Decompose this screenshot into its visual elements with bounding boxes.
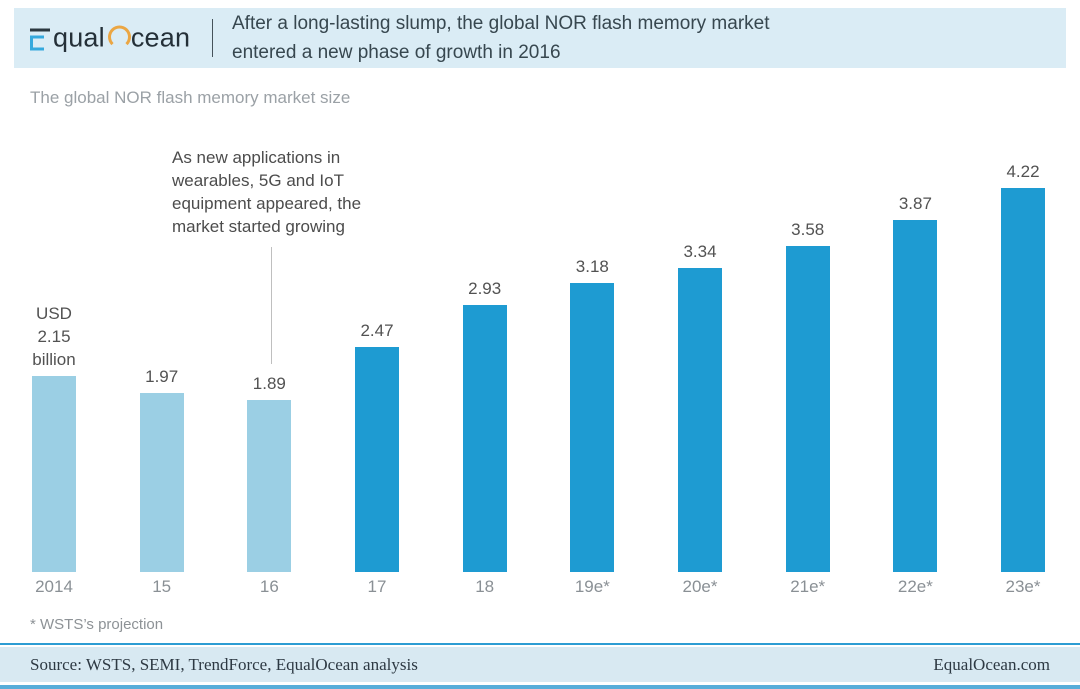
header: qual cean After a long-lasting slump, th… (14, 8, 1066, 68)
separator-line (0, 643, 1080, 645)
footnote: * WSTS’s projection (30, 616, 164, 633)
x-axis-label-17: 17 (367, 577, 387, 596)
equalocean-logo: qual cean (30, 23, 190, 54)
page-title: After a long-lasting slump, the global N… (232, 13, 770, 63)
bottom-strip (0, 685, 1080, 689)
x-axis-label-18: 18 (475, 577, 495, 596)
bar-17 (355, 347, 399, 572)
site-text: EqualOcean.com (933, 654, 1050, 674)
annotation-connector-line (271, 247, 272, 364)
bar-value-label-23e: 4.22 (1006, 162, 1040, 181)
x-axis-label-15: 15 (152, 577, 172, 596)
bar-value-label-19e: 3.18 (575, 257, 609, 276)
bar-value-label-17: 2.47 (360, 321, 394, 340)
x-axis-label-19e: 19e* (574, 577, 610, 596)
bar-value-label-22e: 3.87 (898, 194, 932, 213)
x-axis-label-22e: 22e* (897, 577, 933, 596)
source-text: Source: WSTS, SEMI, TrendForce, EqualOce… (30, 654, 418, 674)
x-axis-label-2014: 2014 (35, 577, 73, 596)
x-axis-label-23e: 23e* (1005, 577, 1041, 596)
logo-o-icon (107, 25, 131, 48)
x-axis-label-20e: 20e* (682, 577, 718, 596)
bar-value-label-2014: USD 2.15 billion (32, 304, 76, 369)
x-axis-label-21e: 21e* (790, 577, 826, 596)
logo-text-ocean: cean (130, 22, 191, 53)
bar-15 (139, 393, 184, 572)
logo-text-equal: qual (53, 22, 105, 53)
chart-subtitle: The global NOR flash memory market size (30, 88, 351, 107)
bar-value-label-18: 2.93 (468, 279, 502, 298)
bar-16 (247, 400, 292, 572)
header-divider (212, 19, 213, 57)
bar-value-label-16: 1.89 (252, 374, 286, 393)
annotation-text: As new applications in wearables, 5G and… (172, 148, 362, 236)
bar-22e (893, 220, 938, 572)
logo-e-bracket (30, 35, 44, 50)
bar-19e (570, 283, 615, 572)
bar-18 (462, 305, 507, 572)
bar-2014 (32, 376, 76, 572)
bar-21e (785, 246, 830, 572)
bar-23e (1001, 188, 1046, 572)
logo-e-top-bar (30, 28, 50, 31)
bar-20e (678, 268, 723, 572)
bar-value-label-15: 1.97 (145, 367, 179, 386)
footer: Source: WSTS, SEMI, TrendForce, EqualOce… (0, 647, 1080, 682)
bar-value-label-21e: 3.58 (791, 220, 825, 239)
logo-e-icon (30, 25, 52, 51)
x-axis-label-16: 16 (259, 577, 279, 596)
bar-value-label-20e: 3.34 (683, 242, 717, 261)
